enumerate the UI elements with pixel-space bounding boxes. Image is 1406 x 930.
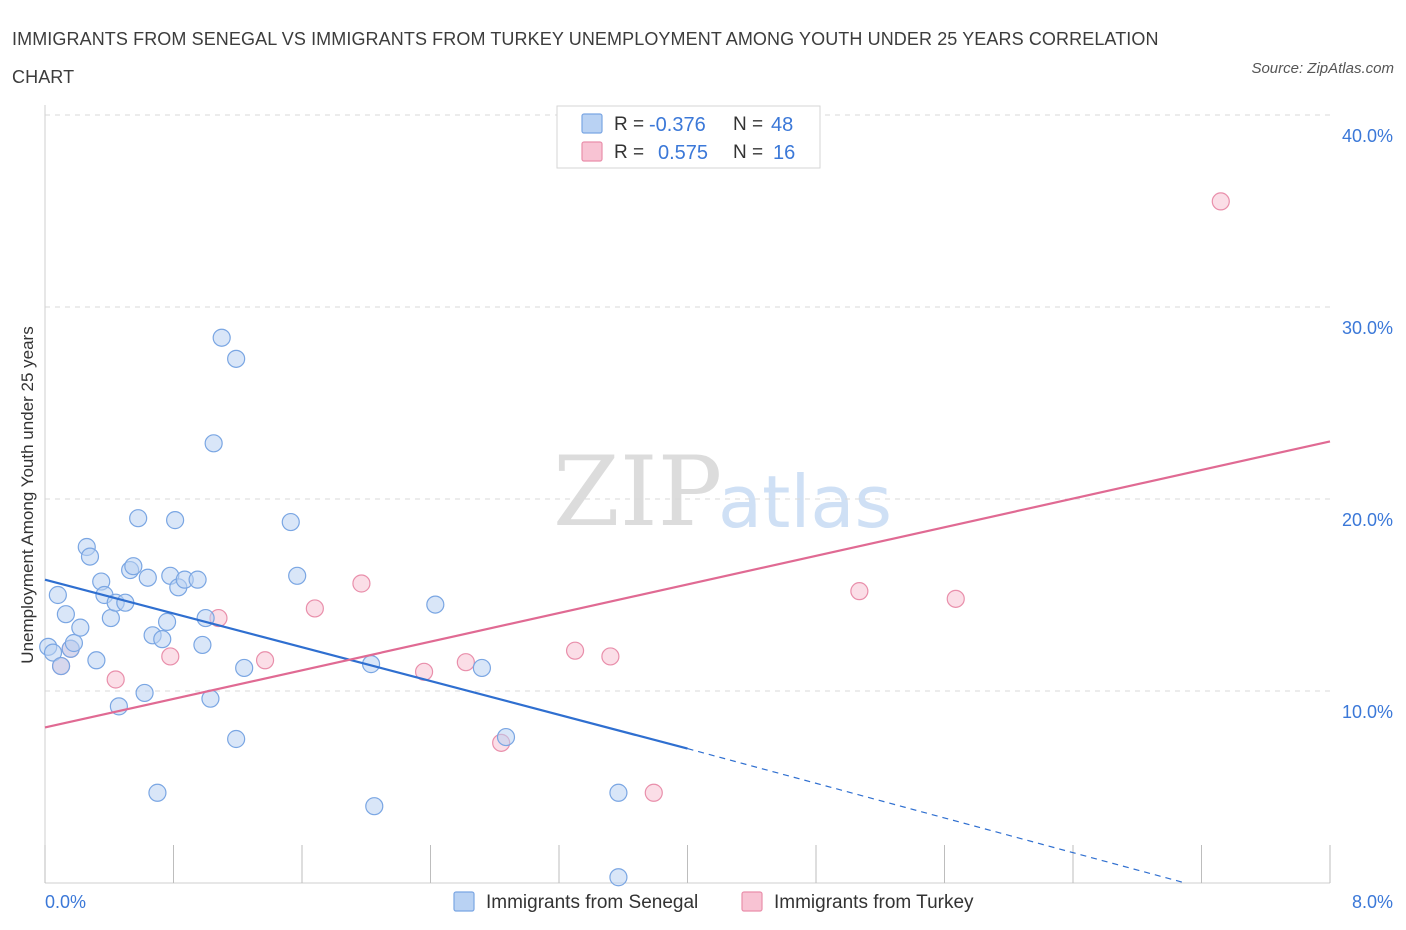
turkey-point (106, 670, 125, 689)
senegal-point (135, 683, 154, 703)
turkey-point (305, 599, 324, 618)
source-label: Source: ZipAtlas.com (1251, 60, 1394, 77)
turkey-point (161, 647, 180, 666)
senegal-point (153, 630, 172, 649)
turkey-point (644, 783, 663, 802)
senegal-point (101, 608, 120, 628)
legend-n-value-senegal: 48 (771, 114, 793, 136)
series-legend: Immigrants from Senegal Immigrants from … (453, 891, 974, 913)
turkey-point (601, 647, 620, 666)
turkey-point (255, 651, 275, 670)
series-legend-label-turkey: Immigrants from Turkey (774, 892, 974, 913)
y-tick-labels: 10.0% 20.0% 30.0% 40.0% (1342, 126, 1393, 722)
y-axis-label: Unemployment Among Youth under 25 years (18, 326, 37, 663)
watermark-atlas: atlas (718, 460, 892, 544)
senegal-point (235, 658, 254, 678)
legend-swatch-turkey (581, 141, 603, 162)
senegal-point (157, 612, 177, 631)
senegal-point (87, 651, 106, 670)
turkey-point (352, 574, 371, 593)
senegal-point (227, 729, 246, 749)
axes (44, 105, 1331, 884)
senegal-point (80, 547, 100, 566)
y-tick-label: 10.0% (1342, 702, 1393, 722)
x-tick-label-min: 0.0% (45, 892, 86, 912)
senegal-point (496, 727, 516, 747)
legend-n-label-senegal: N = (733, 114, 763, 135)
y-tick-label: 40.0% (1342, 126, 1393, 146)
senegal-point (609, 868, 628, 887)
y-tick-label: 30.0% (1342, 318, 1393, 338)
y-tick-label: 20.0% (1342, 510, 1393, 530)
senegal-point (281, 512, 300, 532)
senegal-point (71, 618, 90, 637)
x-tick-label-max: 8.0% (1352, 892, 1393, 912)
senegal-point (124, 557, 143, 576)
senegal-point (426, 595, 445, 614)
senegal-point (48, 585, 67, 605)
senegal-points (39, 328, 628, 887)
turkey-point (946, 589, 965, 608)
senegal-point (43, 643, 63, 662)
senegal-point (56, 605, 75, 624)
trend-lines (44, 440, 1331, 884)
x-tick-labels: 0.0% 8.0% (45, 892, 1393, 912)
senegal-point (609, 783, 628, 802)
series-legend-swatch-turkey (741, 891, 763, 912)
senegal-point (227, 349, 246, 368)
senegal-point (129, 509, 148, 528)
series-legend-swatch-senegal (453, 891, 475, 912)
watermark-zip: ZIP (553, 436, 722, 548)
stats-legend: R = -0.376 N = 48 R = 0.575 N = 16 (556, 105, 821, 169)
gridlines (45, 114, 1330, 692)
legend-n-label-turkey: N = (733, 142, 763, 163)
senegal-point (188, 570, 207, 589)
senegal-trend-line (44, 578, 688, 750)
senegal-point (138, 568, 157, 587)
legend-r-value-turkey: 0.575 (658, 142, 708, 164)
chart-title: IMMIGRANTS FROM SENEGAL VS IMMIGRANTS FR… (12, 29, 1159, 87)
turkey-point (456, 653, 475, 672)
series-legend-label-senegal: Immigrants from Senegal (486, 892, 698, 913)
senegal-point (51, 656, 71, 676)
legend-r-label-senegal: R = (614, 114, 644, 135)
turkey-point (850, 582, 869, 601)
legend-swatch-senegal (581, 113, 603, 134)
turkey-point (1211, 192, 1230, 211)
senegal-point (472, 658, 491, 678)
turkey-point (565, 641, 585, 660)
turkey-trend-line (44, 440, 1331, 729)
legend-r-label-turkey: R = (614, 142, 644, 163)
senegal-point (148, 783, 167, 802)
senegal-point (212, 328, 231, 347)
legend-n-value-turkey: 16 (773, 142, 795, 164)
senegal-point (166, 511, 185, 530)
senegal-point (193, 635, 212, 655)
senegal-trend-extension (687, 748, 1186, 884)
senegal-point (365, 797, 384, 816)
senegal-point (288, 566, 307, 585)
senegal-point (64, 633, 84, 653)
senegal-point (204, 434, 223, 453)
legend-r-value-senegal: -0.376 (649, 114, 706, 136)
